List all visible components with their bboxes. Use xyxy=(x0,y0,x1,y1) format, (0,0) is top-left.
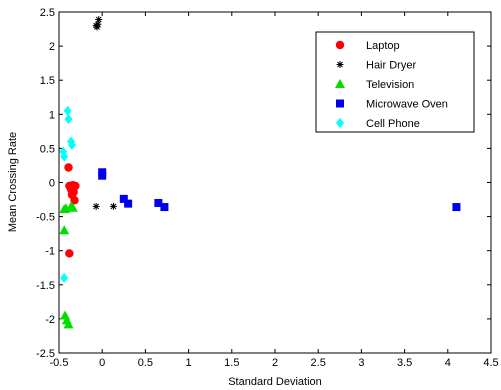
y-axis-label: Mean Crossing Rate xyxy=(7,132,19,232)
legend-item: Laptop xyxy=(335,40,400,52)
series-television xyxy=(59,201,78,329)
y-tick-label: -2.5 xyxy=(36,348,55,360)
data-point xyxy=(160,203,169,212)
legend-marker xyxy=(336,61,344,68)
legend-label: Hair Dryer xyxy=(366,60,416,72)
data-points xyxy=(59,16,461,329)
x-tick-label: 4.5 xyxy=(483,357,498,369)
data-point xyxy=(67,139,76,150)
x-tick-label: 1.5 xyxy=(224,357,239,369)
axis-ticks: -0.5 0 0.5 1 1.5 2 2.5 3 3.5 4 4.5 -2.5 -2 -1.5 -1 -0.5… xyxy=(36,7,499,369)
data-point xyxy=(154,198,163,207)
legend-box xyxy=(315,31,475,133)
legend-item: Hair Dryer xyxy=(336,60,416,72)
series-cell-phone xyxy=(59,105,76,283)
data-point xyxy=(63,319,74,329)
x-tick-label: -0.5 xyxy=(50,357,69,369)
y-tick-label: 1 xyxy=(49,109,55,121)
legend-marker xyxy=(336,118,344,128)
legend-label: Television xyxy=(366,79,414,91)
series-microwave-oven xyxy=(98,168,461,212)
x-tick-label: 3.5 xyxy=(397,357,412,369)
data-point xyxy=(93,23,101,31)
y-tick-label: 0 xyxy=(49,178,55,190)
legend-marker xyxy=(336,99,344,108)
data-point xyxy=(95,16,103,24)
y-tick-label: 2 xyxy=(49,41,55,53)
x-tick-label: 2 xyxy=(272,357,278,369)
data-point xyxy=(64,163,73,172)
y-tick-label: 2.5 xyxy=(40,7,55,19)
legend-label: Microwave Oven xyxy=(366,99,448,111)
data-point xyxy=(63,105,72,116)
x-axis-label: Standard Deviation xyxy=(228,376,322,388)
x-tick-label: 1 xyxy=(186,357,192,369)
legend-item: Microwave Oven xyxy=(336,99,448,111)
data-point xyxy=(452,203,461,212)
x-tick-label: 0 xyxy=(99,357,105,369)
series-laptop xyxy=(64,163,80,258)
y-tick-label: -1.5 xyxy=(36,280,55,292)
y-tick-label: -0.5 xyxy=(36,212,55,224)
y-tick-label: -1 xyxy=(45,246,55,258)
data-point xyxy=(64,114,73,125)
data-point xyxy=(60,151,69,162)
legend-item: Cell Phone xyxy=(336,118,420,130)
data-point xyxy=(119,194,128,203)
data-point xyxy=(60,272,69,283)
x-tick-label: 2.5 xyxy=(311,357,326,369)
data-point xyxy=(98,168,107,177)
legend-marker xyxy=(335,40,345,50)
y-tick-label: 1.5 xyxy=(40,75,55,87)
data-point xyxy=(70,196,79,205)
legend: Laptop Hair Dryer Television Microwave Oven… xyxy=(315,31,475,133)
data-point xyxy=(67,202,78,212)
legend-label: Cell Phone xyxy=(366,118,420,130)
data-point xyxy=(109,202,117,210)
data-point xyxy=(65,249,74,258)
legend-item: Television xyxy=(335,79,414,91)
data-point xyxy=(59,225,70,235)
data-point xyxy=(94,20,102,28)
data-point xyxy=(92,202,100,210)
x-tick-label: 4 xyxy=(445,357,451,369)
x-tick-label: 3 xyxy=(358,357,364,369)
x-tick-label: 0.5 xyxy=(138,357,153,369)
data-point xyxy=(124,199,133,208)
y-tick-label: 0.5 xyxy=(40,143,55,155)
y-tick-label: -2 xyxy=(45,314,55,326)
series-hair-dryer xyxy=(92,16,117,210)
legend-marker xyxy=(335,79,345,88)
data-point xyxy=(71,181,80,191)
legend-label: Laptop xyxy=(366,40,400,52)
